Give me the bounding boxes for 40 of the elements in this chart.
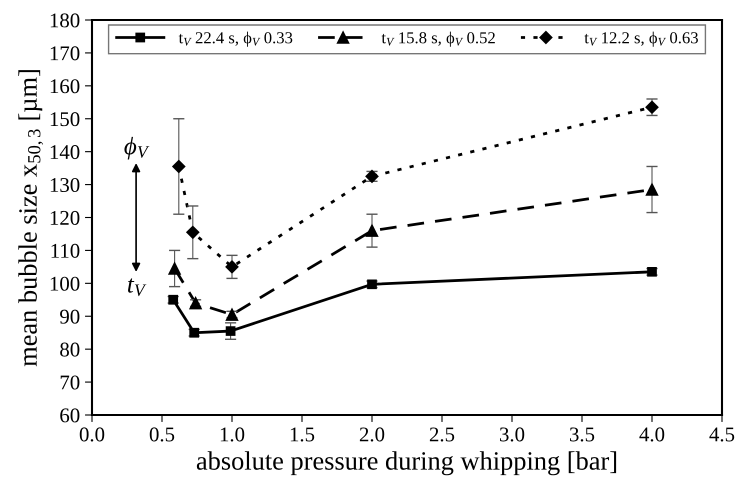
x-tick-label: 0.5 [150,427,174,442]
point [226,308,238,321]
point [646,183,658,196]
y-tick-label: 90 [60,310,80,324]
y-tick-label: 140 [50,145,80,160]
point [645,100,659,114]
legend-label: t$_{V}$ 15.8 s, ϕ$_{V}$ 0.52 [382,32,495,47]
annotation: t$_{V}$ [128,278,146,296]
legend-label: t$_{V}$ 22.4 s, ϕ$_{V}$ 0.33 [178,32,292,47]
point [172,160,186,174]
point [186,226,200,239]
point [226,326,236,336]
x-tick-label: 1.0 [220,427,244,442]
x-tick-label: 0.0 [80,427,104,442]
y-tick-label: 100 [50,276,80,291]
x-axis-title: absolute pressure during whipping [bar] [196,451,616,476]
x-tick-label: 4.5 [709,428,734,442]
x-tick-label: 4.0 [639,427,664,442]
y-tick-label: 60 [60,408,80,422]
y-tick-label: 180 [50,13,80,28]
point [366,224,378,237]
y-tick-label: 170 [50,46,80,60]
annotation: ϕ$_{V}$ [124,136,150,160]
y-axis-title: mean bubble size x$_{50,3}$ [µm] [18,70,44,366]
x-tick-label: 2.5 [430,427,454,442]
point [168,262,181,275]
y-tick-label: 150 [50,112,80,126]
point [189,296,202,310]
y-tick-label: 110 [52,244,80,258]
y-tick-label: 70 [60,375,80,390]
point [225,260,239,274]
x-tick-label: 1.5 [290,428,314,442]
y-tick-label: 120 [50,210,80,225]
x-tick-label: 3.0 [500,427,524,442]
x-tick-label: 3.5 [570,427,594,442]
y-tick-label: 80 [60,342,80,357]
legend-label: t$_{V}$ 12.2 s, ϕ$_{V}$ 0.63 [584,32,698,47]
y-tick-label: 130 [50,178,80,192]
y-tick-label: 160 [50,79,80,94]
x-tick-label: 2.0 [360,427,384,442]
